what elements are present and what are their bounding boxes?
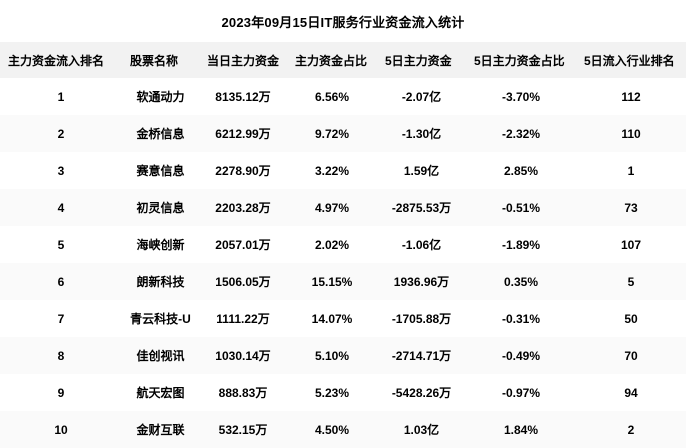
rank-cell: 4	[57, 200, 65, 215]
five-day-main-fund-cell: 1936.96万	[393, 275, 450, 289]
daily-main-fund-cell: 1111.22万	[216, 312, 270, 326]
five-day-main-fund-ratio-cell: -3.70%	[501, 89, 541, 104]
five-day-main-fund-cell: -1.30亿	[401, 127, 442, 141]
daily-main-fund-cell: 532.15万	[218, 423, 268, 437]
table-row: 6 朗新科技 1506.05万 15.15% 1936.96万 0.35% 5	[0, 263, 686, 300]
five-day-main-fund-ratio-cell: -0.97%	[501, 385, 541, 400]
five-day-main-fund-ratio-cell: -0.31%	[501, 311, 541, 326]
page-title: 2023年09月15日IT服务行业资金流入统计	[221, 14, 465, 30]
daily-main-fund-cell: 6212.99万	[215, 127, 271, 141]
stock-name-cell: 初灵信息	[136, 201, 185, 215]
stock-name-cell: 青云科技-U	[130, 312, 191, 326]
five-day-industry-rank-cell: 94	[624, 385, 638, 400]
daily-main-fund-cell: 8135.12万	[215, 90, 271, 104]
main-fund-ratio-cell: 14.07%	[311, 311, 353, 326]
five-day-main-fund-ratio-cell: 1.84%	[503, 422, 539, 437]
daily-main-fund-cell: 1030.14万	[215, 349, 271, 363]
table-row: 1 软通动力 8135.12万 6.56% -2.07亿 -3.70% 112	[0, 78, 686, 115]
stock-name-cell: 赛意信息	[136, 164, 185, 178]
main-fund-ratio-cell: 2.02%	[314, 237, 350, 252]
daily-main-fund-cell: 2057.01万	[215, 238, 271, 252]
column-header-main-fund-ratio: 主力资金占比	[287, 42, 377, 78]
five-day-industry-rank-cell: 107	[620, 237, 642, 252]
table-row: 8 佳创视讯 1030.14万 5.10% -2714.71万 -0.49% 7…	[0, 337, 686, 374]
rank-cell: 10	[54, 422, 68, 437]
main-fund-ratio-cell: 4.50%	[314, 422, 350, 437]
five-day-main-fund-ratio-cell: -0.49%	[501, 348, 541, 363]
rank-cell: 1	[57, 89, 65, 104]
table-row: 4 初灵信息 2203.28万 4.97% -2875.53万 -0.51% 7…	[0, 189, 686, 226]
column-header-5day-main-fund: 5日主力资金	[377, 42, 466, 78]
main-fund-ratio-cell: 9.72%	[314, 126, 350, 141]
column-header-rank: 主力资金流入排名	[0, 42, 122, 78]
five-day-main-fund-cell: -2714.71万	[391, 349, 452, 363]
five-day-industry-rank-cell: 1	[627, 163, 635, 178]
five-day-industry-rank-cell: 2	[627, 422, 635, 437]
table-row: 9 航天宏图 888.83万 5.23% -5428.26万 -0.97% 94	[0, 374, 686, 411]
five-day-main-fund-cell: -2875.53万	[391, 201, 452, 215]
five-day-industry-rank-cell: 5	[627, 274, 635, 289]
table-row: 2 金桥信息 6212.99万 9.72% -1.30亿 -2.32% 110	[0, 115, 686, 152]
five-day-industry-rank-cell: 112	[621, 89, 641, 104]
column-header-5day-main-fund-ratio: 5日主力资金占比	[466, 42, 576, 78]
rank-cell: 6	[57, 274, 65, 289]
stock-name-cell: 软通动力	[136, 90, 185, 104]
five-day-main-fund-cell: 1.03亿	[403, 423, 440, 437]
fund-flow-table: 主力资金流入排名 股票名称 当日主力资金 主力资金占比 5日主力资金 5日主力资…	[0, 42, 686, 448]
five-day-industry-rank-cell: 110	[621, 126, 641, 141]
five-day-main-fund-cell: -5428.26万	[391, 386, 452, 400]
rank-cell: 3	[57, 163, 65, 178]
stock-name-cell: 佳创视讯	[136, 349, 185, 363]
table-row: 10 金财互联 532.15万 4.50% 1.03亿 1.84% 2	[0, 411, 686, 448]
five-day-main-fund-cell: -1.06亿	[401, 238, 442, 252]
table-row: 3 赛意信息 2278.90万 3.22% 1.59亿 2.85% 1	[0, 152, 686, 189]
five-day-main-fund-ratio-cell: 0.35%	[503, 274, 539, 289]
five-day-industry-rank-cell: 73	[624, 200, 638, 215]
column-header-daily-main-fund: 当日主力资金	[199, 42, 287, 78]
five-day-main-fund-ratio-cell: 2.85%	[503, 163, 539, 178]
five-day-main-fund-ratio-cell: -1.89%	[501, 237, 541, 252]
main-fund-ratio-cell: 15.15%	[311, 274, 353, 289]
main-fund-ratio-cell: 3.22%	[314, 163, 350, 178]
five-day-main-fund-cell: -2.07亿	[401, 90, 442, 104]
main-fund-ratio-cell: 5.10%	[314, 348, 350, 363]
rank-cell: 8	[57, 348, 65, 363]
five-day-industry-rank-cell: 70	[624, 348, 638, 363]
five-day-industry-rank-cell: 50	[624, 311, 638, 326]
column-header-stock-name: 股票名称	[122, 42, 199, 78]
stock-name-cell: 金财互联	[136, 423, 185, 437]
stock-name-cell: 航天宏图	[136, 386, 185, 400]
rank-cell: 5	[57, 237, 65, 252]
stock-name-cell: 朗新科技	[136, 275, 185, 289]
stock-name-cell: 金桥信息	[136, 127, 185, 141]
table-row: 7 青云科技-U 1111.22万 14.07% -1705.88万 -0.31…	[0, 300, 686, 337]
daily-main-fund-cell: 2278.90万	[215, 164, 271, 178]
header-row: 主力资金流入排名 股票名称 当日主力资金 主力资金占比 5日主力资金 5日主力资…	[0, 42, 686, 78]
rank-cell: 9	[57, 385, 65, 400]
table-row: 5 海峡创新 2057.01万 2.02% -1.06亿 -1.89% 107	[0, 226, 686, 263]
daily-main-fund-cell: 888.83万	[218, 386, 268, 400]
main-fund-ratio-cell: 4.97%	[314, 200, 350, 215]
daily-main-fund-cell: 2203.28万	[215, 201, 271, 215]
five-day-main-fund-cell: 1.59亿	[403, 164, 440, 178]
five-day-main-fund-ratio-cell: -2.32%	[501, 126, 541, 141]
main-fund-ratio-cell: 6.56%	[314, 89, 350, 104]
column-header-5day-industry-rank: 5日流入行业排名	[576, 42, 686, 78]
five-day-main-fund-cell: -1705.88万	[391, 312, 452, 326]
rank-cell: 7	[57, 311, 65, 326]
five-day-main-fund-ratio-cell: -0.51%	[501, 200, 541, 215]
main-fund-ratio-cell: 5.23%	[314, 385, 350, 400]
daily-main-fund-cell: 1506.05万	[215, 275, 271, 289]
rank-cell: 2	[57, 126, 65, 141]
stock-name-cell: 海峡创新	[136, 238, 185, 252]
